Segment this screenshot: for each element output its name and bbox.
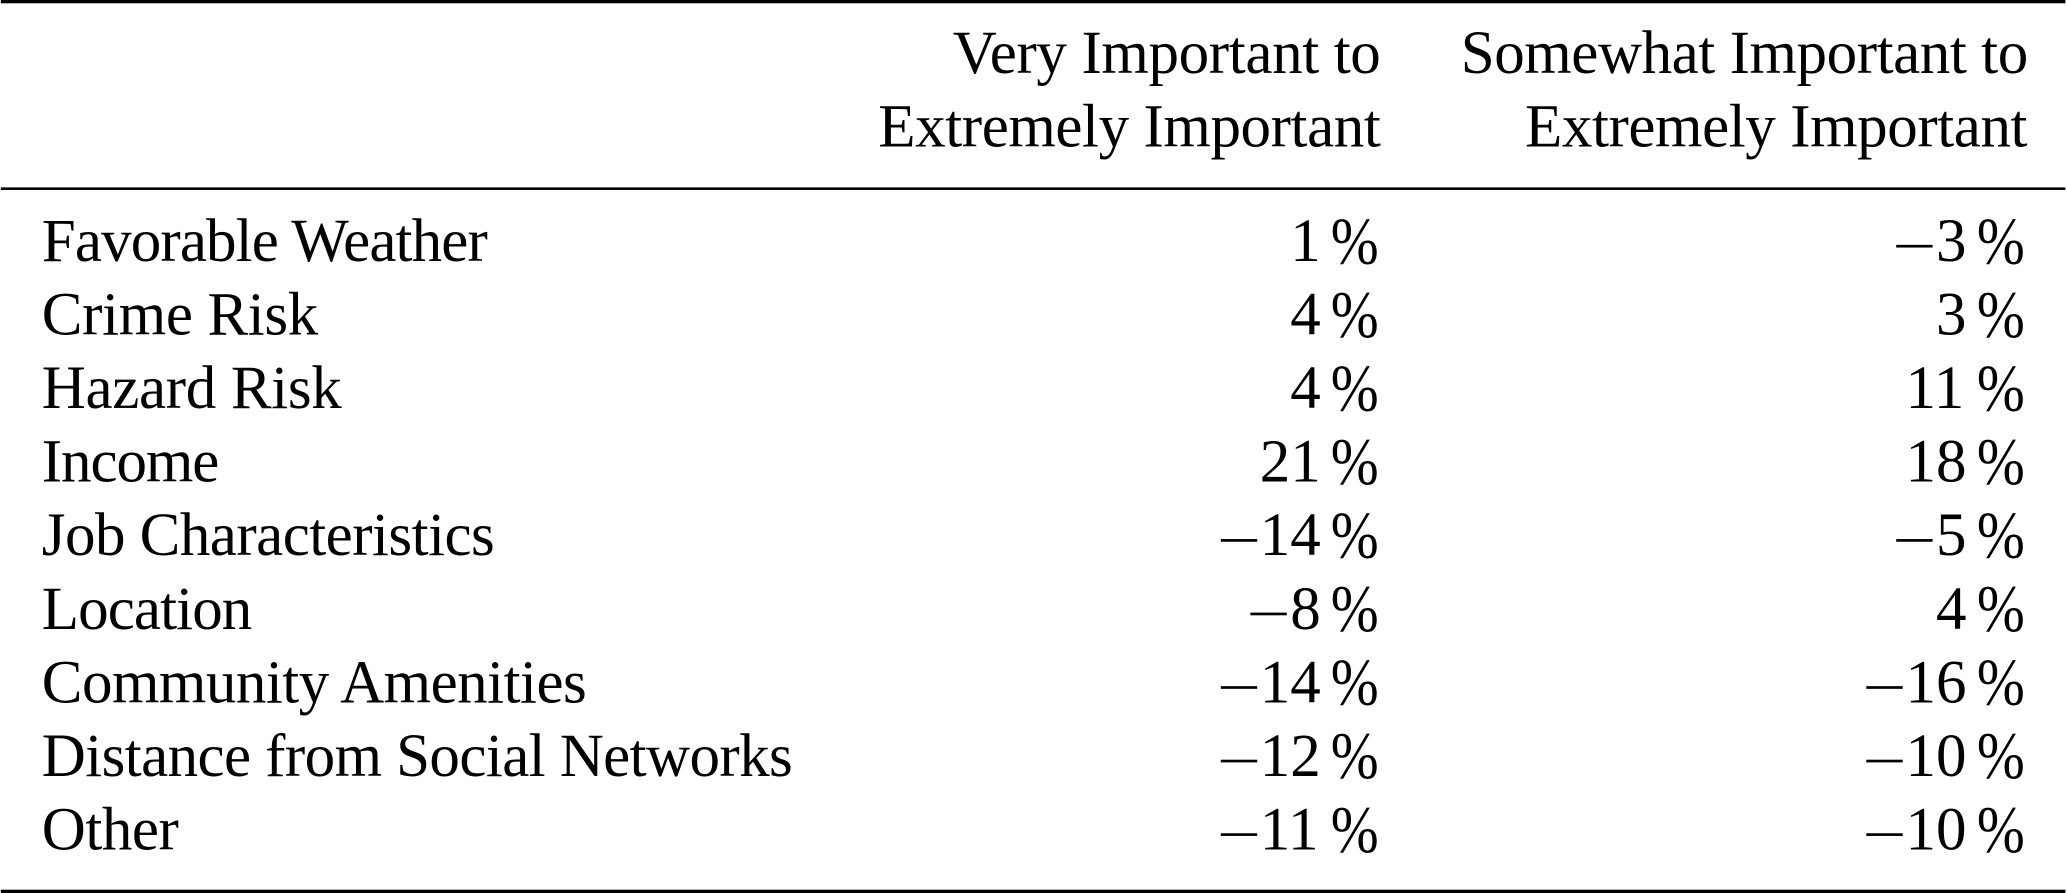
- svg-text:11: 11: [1906, 355, 1965, 422]
- svg-text:14: 14: [1260, 502, 1321, 569]
- svg-text:12: 12: [1260, 723, 1321, 790]
- svg-text:%: %: [1977, 426, 2025, 499]
- svg-text:10: 10: [1906, 723, 1967, 790]
- svg-text:4: 4: [1936, 576, 1967, 643]
- svg-text:3: 3: [1936, 282, 1967, 349]
- svg-text:%: %: [1331, 426, 1379, 499]
- svg-text:21: 21: [1260, 429, 1321, 496]
- svg-text:14: 14: [1260, 649, 1321, 716]
- svg-text:%: %: [1977, 206, 2025, 279]
- svg-text:Favorable Weather: Favorable Weather: [42, 208, 488, 275]
- svg-text:Other: Other: [42, 796, 179, 863]
- svg-text:8: 8: [1290, 576, 1321, 643]
- svg-text:11: 11: [1260, 796, 1319, 863]
- svg-text:%: %: [1977, 647, 2025, 720]
- svg-text:Distance from Social Networks: Distance from Social Networks: [42, 723, 793, 790]
- svg-text:Crime Risk: Crime Risk: [42, 282, 319, 349]
- svg-text:Community Amenities: Community Amenities: [42, 649, 587, 716]
- svg-text:Income: Income: [42, 429, 220, 496]
- svg-text:%: %: [1331, 721, 1379, 794]
- svg-text:Hazard Risk: Hazard Risk: [42, 355, 343, 422]
- svg-text:Location: Location: [42, 576, 253, 643]
- svg-text:18: 18: [1906, 429, 1967, 496]
- svg-text:16: 16: [1906, 649, 1967, 716]
- svg-text:Very Important to: Very Important to: [953, 20, 1381, 87]
- svg-text:4: 4: [1290, 282, 1321, 349]
- svg-text:%: %: [1977, 279, 2025, 352]
- svg-text:5: 5: [1936, 502, 1967, 569]
- svg-text:1: 1: [1290, 208, 1321, 275]
- svg-text:%: %: [1977, 500, 2025, 573]
- svg-text:%: %: [1977, 721, 2025, 794]
- svg-text:%: %: [1331, 647, 1379, 720]
- svg-text:Extremely Important: Extremely Important: [878, 93, 1381, 160]
- svg-text:%: %: [1977, 353, 2025, 426]
- svg-text:%: %: [1331, 279, 1379, 352]
- svg-text:%: %: [1331, 353, 1379, 426]
- svg-text:%: %: [1977, 573, 2025, 646]
- svg-text:Job Characteristics: Job Characteristics: [42, 502, 495, 569]
- svg-text:Extremely Important: Extremely Important: [1525, 93, 2028, 160]
- svg-text:%: %: [1331, 573, 1379, 646]
- svg-text:10: 10: [1906, 796, 1967, 863]
- svg-text:%: %: [1977, 794, 2025, 867]
- svg-text:%: %: [1331, 794, 1379, 867]
- svg-text:Somewhat Important to: Somewhat Important to: [1461, 20, 2029, 87]
- svg-text:3: 3: [1936, 208, 1967, 275]
- svg-text:%: %: [1331, 500, 1379, 573]
- svg-text:4: 4: [1290, 355, 1321, 422]
- svg-text:%: %: [1331, 206, 1379, 279]
